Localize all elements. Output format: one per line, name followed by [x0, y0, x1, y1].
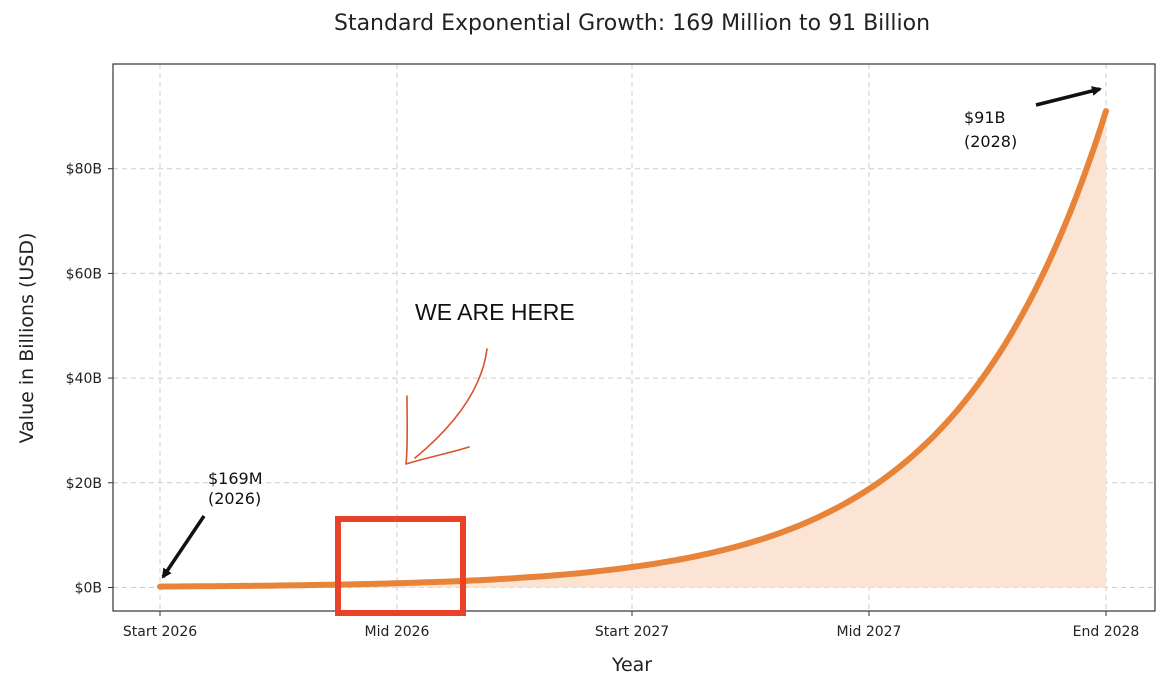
x-tick-label: Start 2027 [595, 624, 669, 640]
x-tick-label: End 2028 [1073, 624, 1140, 640]
plot-frame [112, 63, 1156, 612]
y-axis-ticks: $0B $20B $40B $60B $80B [66, 162, 113, 596]
start-annotation-arrow [161, 515, 206, 579]
start-annotation-value: $169M [208, 469, 263, 488]
x-axis-ticks: Start 2026 Mid 2026 Start 2027 Mid 2027 End … [123, 611, 1139, 640]
y-axis-label: Value in Billions (USD) [16, 233, 38, 444]
end-annotation: $91B (2028) [964, 86, 1102, 151]
x-tick-label: Mid 2027 [837, 624, 902, 640]
start-annotation: $169M (2026) [161, 469, 263, 579]
line-group [157, 108, 1109, 590]
y-tick-label: $0B [75, 580, 102, 596]
we-are-here-label: WE ARE HERE [415, 299, 575, 325]
y-tick-label: $60B [66, 266, 102, 282]
x-tick-label: Start 2026 [123, 624, 197, 640]
series-line [157, 108, 1109, 590]
x-axis-label: Year [611, 654, 652, 676]
we-are-here-annotation: WE ARE HERE [335, 299, 575, 616]
end-annotation-value: $91B [964, 108, 1006, 127]
y-tick-label: $80B [66, 162, 102, 178]
handwritten-arrow-icon [405, 348, 488, 465]
end-annotation-year: (2028) [964, 132, 1017, 151]
y-tick-label: $20B [66, 476, 102, 492]
area-fill [160, 111, 1106, 588]
highlight-box [335, 516, 466, 616]
chart-title: Standard Exponential Growth: 169 Million… [334, 11, 930, 36]
y-tick-label: $40B [66, 371, 102, 387]
start-annotation-year: (2026) [208, 489, 261, 508]
x-tick-label: Mid 2026 [365, 624, 430, 640]
end-annotation-arrow [1035, 86, 1102, 107]
area-fill-group [160, 111, 1106, 588]
